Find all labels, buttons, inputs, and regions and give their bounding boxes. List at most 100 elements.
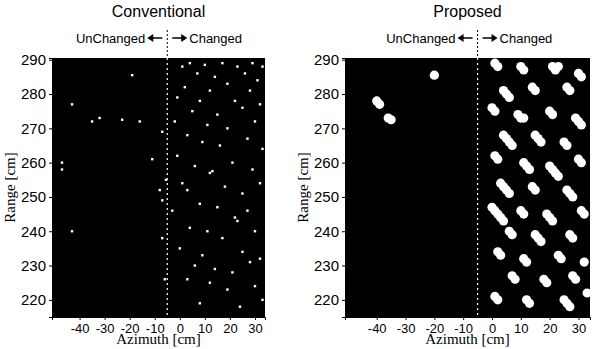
x-tick-mark [205,317,206,320]
point [164,278,166,280]
point [206,230,208,232]
point [221,237,223,239]
y-tick-mark [342,197,345,198]
y-tick-mark [342,231,345,232]
point [98,117,100,119]
y-axis: 220230240250260270280290 [314,51,346,317]
point [184,86,186,88]
y-axis-line [49,59,53,318]
y-tick-mark [49,231,52,232]
region-label: UnChanged [386,31,455,46]
point [542,278,551,287]
y-tick-label: 240 [21,223,46,240]
y-tick-label: 250 [21,188,46,205]
y-tick: 240 [21,223,52,240]
point [194,165,196,167]
y-tick-label: 270 [21,120,46,137]
point [580,209,589,218]
point [139,120,141,122]
point [204,64,206,66]
point [562,141,571,150]
y-tick-label: 260 [314,154,339,171]
y-axis-title: Range [cm] [295,152,311,222]
y-tick: 220 [314,291,345,308]
point [189,62,191,64]
point [216,206,218,208]
x-tick: 20 [543,317,557,336]
point [519,209,528,218]
point [236,220,238,222]
point [234,216,236,218]
y-tick-mark [49,60,52,61]
point [519,65,528,74]
y-tick-label: 250 [314,188,339,205]
point [61,161,63,163]
point [209,281,211,283]
point [216,113,218,115]
x-tick: 10 [514,317,528,336]
y-tick-mark [49,128,52,129]
y-tick-label: 230 [21,257,46,274]
y-tick-label: 230 [314,257,339,274]
x-tick-mark [180,317,181,320]
region-label: Changed [500,31,553,46]
point [234,100,236,102]
point [261,299,263,301]
point [199,203,201,205]
x-tick-label: -30 [96,321,115,336]
point [254,230,256,232]
y-tick-label: 240 [314,223,339,240]
point [254,120,256,122]
point [496,251,505,260]
point [531,185,540,194]
x-tick-label: -40 [71,321,90,336]
point [531,86,540,95]
plot-background [345,58,590,317]
point [249,261,251,263]
point [224,185,226,187]
point [186,134,188,136]
point [505,93,514,102]
arrow-head [147,34,153,42]
point [261,65,263,67]
point [244,72,246,74]
y-tick-mark [49,94,52,95]
y-tick-mark [49,163,52,164]
y-tick-mark [342,300,345,301]
divider [167,58,168,317]
x-tick-mark [377,317,378,320]
x-axis-line [346,318,591,321]
y-tick: 290 [314,51,345,68]
panel: UnChangedChanged-40-30-20-10010203022023… [2,3,266,347]
point [171,209,173,211]
point [179,247,181,249]
x-tick-mark [578,317,579,320]
x-tick-mark [80,317,81,320]
point [161,199,163,201]
point [161,237,163,239]
x-tick-label: 30 [248,321,262,336]
chart-title: Proposed [433,3,502,20]
region-label: UnChanged [76,31,145,46]
y-tick-label: 290 [314,51,339,68]
point [131,74,133,76]
point [121,119,123,121]
y-tick: 270 [314,120,345,137]
point [161,131,163,133]
x-tick-mark [230,317,231,320]
point [209,172,211,174]
arrow-head [492,34,498,42]
y-axis-line [342,59,346,318]
x-tick-mark [105,317,106,320]
point [231,161,233,163]
point [256,79,258,81]
point [493,62,502,71]
point [176,155,178,157]
divider-lead [167,30,168,58]
point [174,120,176,122]
point [176,96,178,98]
point [196,72,198,74]
x-tick-mark [406,317,407,320]
y-axis: 220230240250260270280290 [21,51,53,317]
point [387,115,396,124]
